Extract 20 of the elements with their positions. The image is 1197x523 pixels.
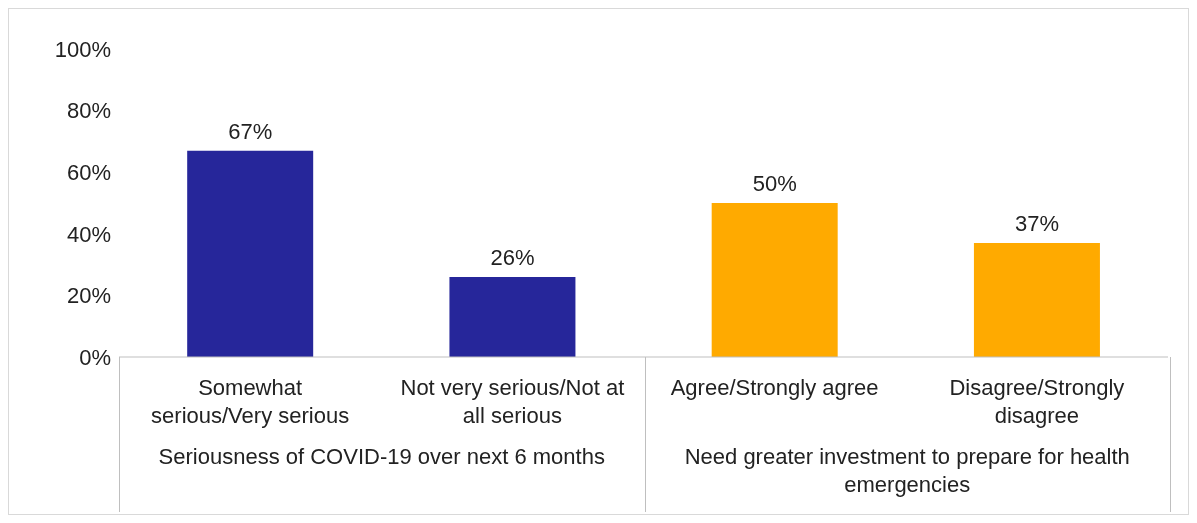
- x-tick-label: Somewhat serious/Very serious: [151, 375, 350, 428]
- x-tick-label: Not very serious/Not at all serious: [400, 375, 625, 428]
- y-tick-label: 100%: [54, 36, 111, 62]
- bar: [973, 243, 1100, 357]
- text: Seriousness of COVID-19 over next 6 months: [157, 443, 606, 471]
- data-label: 37%: [1014, 211, 1059, 237]
- data-label: 67%: [228, 118, 273, 144]
- y-tick-label: 60%: [66, 160, 111, 186]
- bar: [187, 150, 314, 357]
- y-tick-label: 40%: [66, 221, 111, 247]
- bar: [711, 203, 838, 357]
- data-label: 26%: [490, 244, 535, 270]
- x-tick-label: Agree/Strongly agree: [670, 375, 879, 400]
- y-tick-label: 80%: [66, 98, 111, 124]
- y-tick-label: 0%: [79, 344, 111, 370]
- x-tick-label: Disagree/Strongly disagree: [949, 375, 1125, 428]
- text: Need greater investment to prepare for health emergencies: [683, 443, 1131, 499]
- y-tick-label: 20%: [66, 283, 111, 309]
- data-label: 50%: [752, 171, 797, 196]
- bar: [449, 276, 576, 357]
